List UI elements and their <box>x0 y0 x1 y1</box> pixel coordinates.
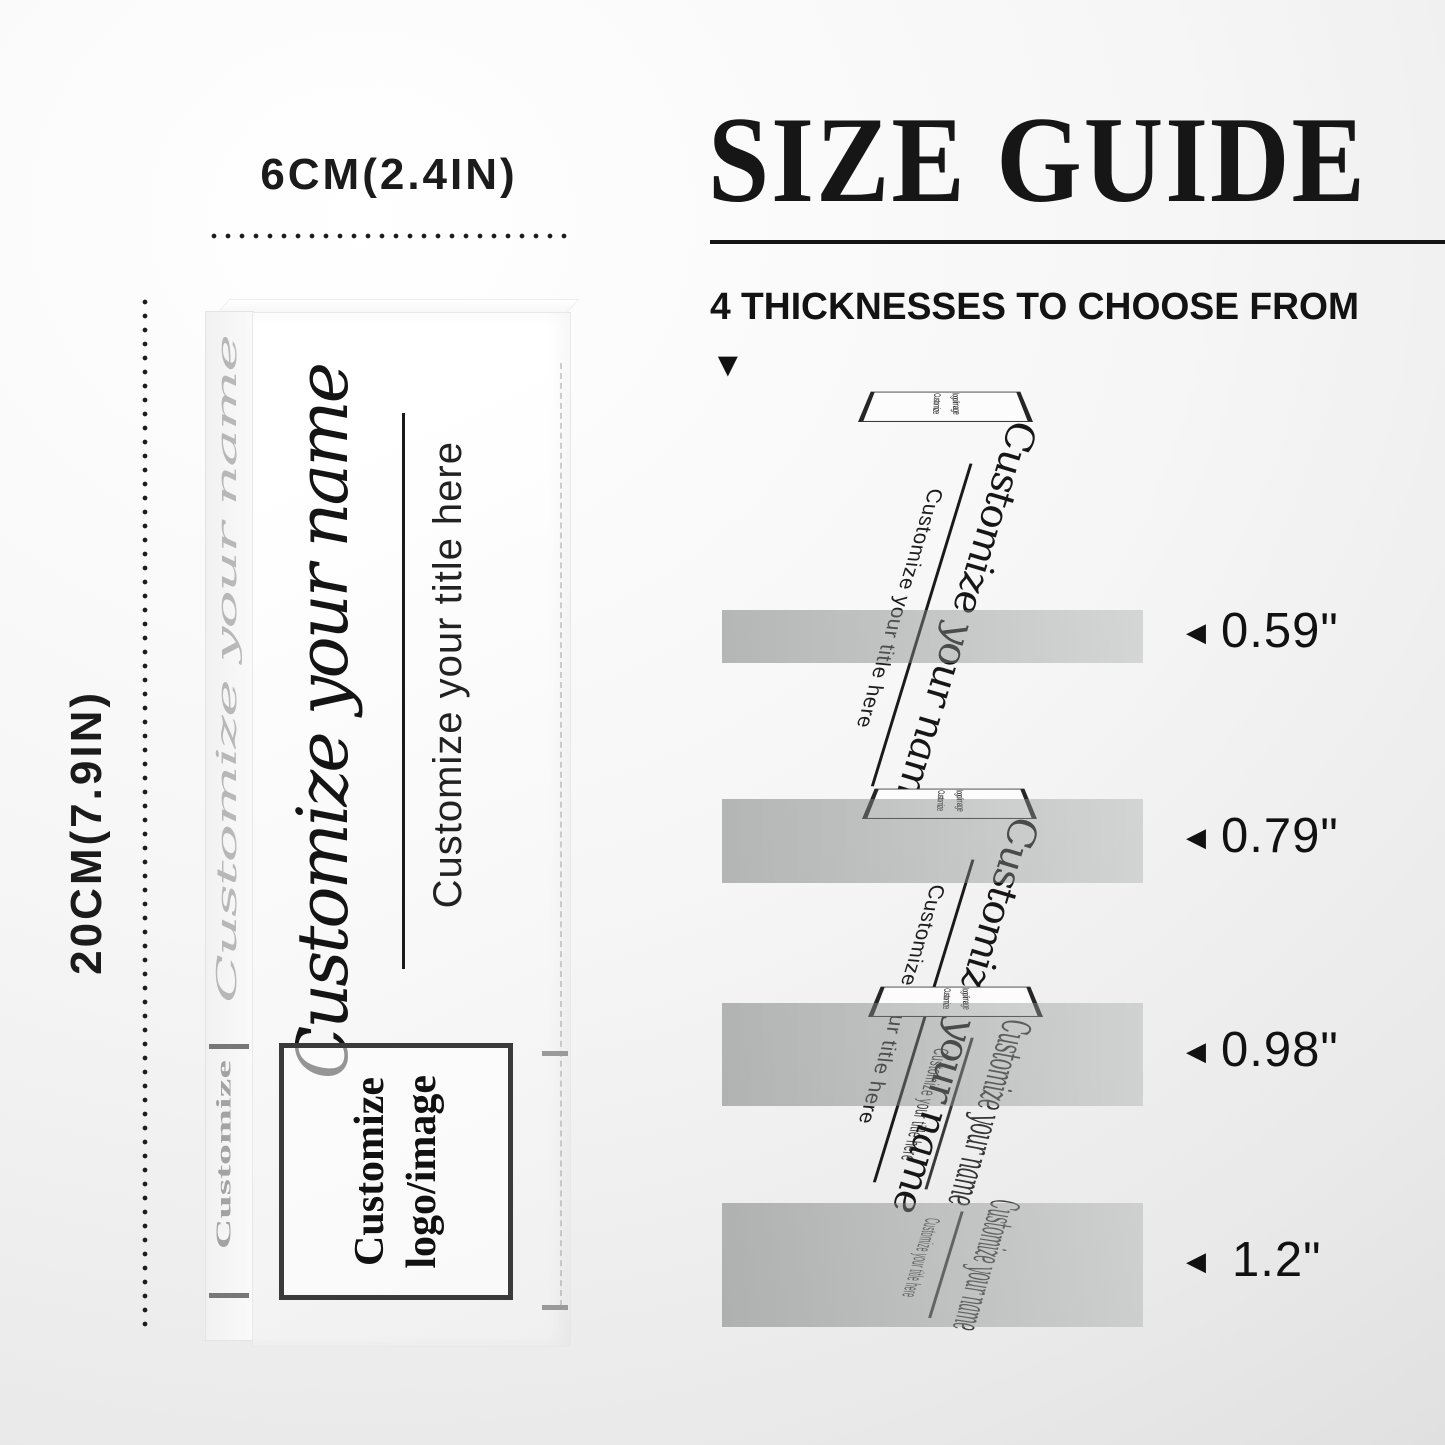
thickness-label: ◀ 0.98" <box>1186 1026 1339 1075</box>
size-guide-underline <box>710 240 1445 244</box>
thickness-value: 0.79" <box>1221 809 1339 863</box>
mini-logo-line1: Customize <box>930 393 943 414</box>
thickness-band <box>722 1203 1143 1327</box>
height-dimension-label: 20CM(7.9IN) <box>62 690 111 975</box>
plate-name-text: Customize your name <box>282 365 364 1080</box>
thickness-value: 1.2" <box>1232 1233 1322 1287</box>
side-reflection-name-text: Customize your name <box>211 336 243 1004</box>
thickness-value: 0.59" <box>1221 604 1339 658</box>
left-arrow-icon: ◀ <box>1186 821 1206 852</box>
side-logo-edge-tick <box>209 1044 249 1049</box>
product-block-side-face: Customize your name Customize <box>205 311 254 1341</box>
product-block-front-face: Customize your name Customize your title… <box>252 312 571 1347</box>
product-block: Customize your name Customize Customize … <box>205 299 580 1349</box>
name-title-divider-line <box>401 413 405 969</box>
mini-logo-line2: logo/image <box>949 393 962 415</box>
front-logo-edge-tick <box>542 1305 568 1310</box>
thickness-band <box>722 610 1143 663</box>
thickness-band <box>722 799 1143 883</box>
mini-logo-box: Customize logo/image <box>858 391 1033 422</box>
left-arrow-icon: ◀ <box>1186 1035 1206 1066</box>
width-dimension-dotted-line <box>207 233 570 239</box>
thickness-label: ◀ 0.79" <box>1186 812 1339 861</box>
logo-box-line2: logo/image <box>399 1074 445 1269</box>
logo-box-line1: Customize <box>346 1077 393 1266</box>
size-guide-title: SIZE GUIDE <box>708 91 1367 228</box>
height-dimension-dotted-line <box>142 295 148 1335</box>
front-logo-edge-tick <box>542 1051 568 1056</box>
thickness-band <box>722 1003 1143 1106</box>
width-dimension-label: 6CM(2.4IN) <box>260 150 518 199</box>
right-bevel-edge <box>560 363 562 1306</box>
logo-image-box: Customize logo/image <box>279 1043 513 1300</box>
side-reflection-logo-text: Customize <box>212 1060 236 1249</box>
thickness-subtitle: 4 THICKNESSES TO CHOOSE FROM <box>710 286 1360 328</box>
thickness-label: ◀ 1.2" <box>1186 1236 1322 1285</box>
left-arrow-icon: ◀ <box>1186 616 1206 647</box>
plate-title-text: Customize your title here <box>425 441 470 909</box>
side-logo-edge-tick <box>209 1293 249 1298</box>
thickness-value: 0.98" <box>1221 1023 1339 1077</box>
thickness-label: ◀ 0.59" <box>1186 607 1339 656</box>
engraving-area: Customize your name Customize your title… <box>282 365 471 1080</box>
down-pointer-icon: ▼ <box>711 346 745 384</box>
left-arrow-icon: ◀ <box>1186 1245 1206 1276</box>
